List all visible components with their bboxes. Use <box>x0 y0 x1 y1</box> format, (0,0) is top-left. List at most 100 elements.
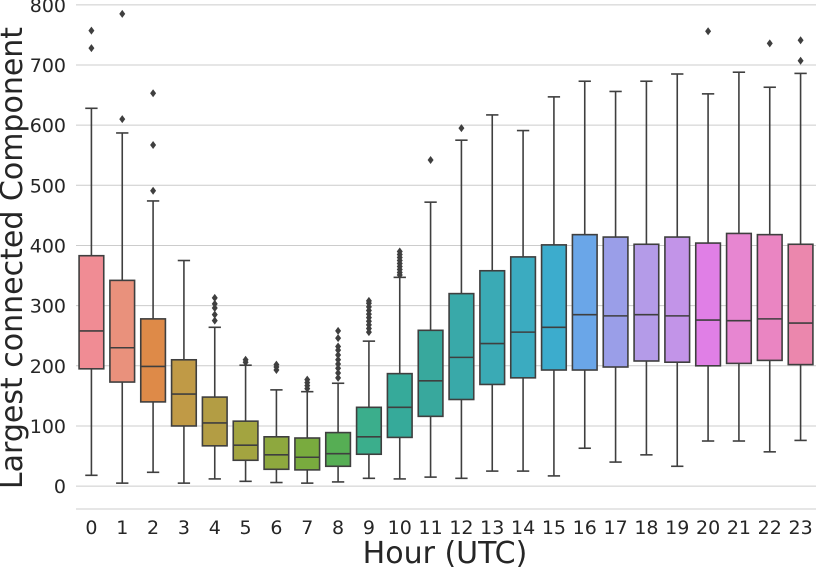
iqr-box <box>602 236 629 368</box>
box-hour-1 <box>109 9 136 484</box>
outlier-point <box>211 310 218 319</box>
box-hour-6 <box>263 360 290 484</box>
iqr-box <box>571 233 598 371</box>
x-tick-label: 19 <box>665 517 689 539</box>
iqr-box <box>664 236 691 363</box>
x-tick-label: 1 <box>116 517 128 539</box>
box-hour-23 <box>787 36 814 442</box>
box-hour-22 <box>756 39 783 453</box>
x-tick-label: 17 <box>603 517 627 539</box>
outlier-point <box>88 44 95 53</box>
outlier-point <box>150 140 157 149</box>
y-tick-label: 800 <box>30 0 66 17</box>
outlier-point <box>335 373 342 382</box>
box-hour-5 <box>232 355 259 483</box>
outlier-point <box>335 334 342 343</box>
outlier-point <box>335 326 342 335</box>
outlier-point <box>150 186 157 195</box>
x-tick-label: 21 <box>727 517 751 539</box>
x-axis-label: Hour (UTC) <box>363 536 528 569</box>
box-hour-13 <box>479 114 506 472</box>
x-tick-label: 4 <box>209 517 221 539</box>
box-hour-7 <box>294 375 321 484</box>
x-tick-label: 16 <box>573 517 597 539</box>
box-hour-19 <box>664 73 691 468</box>
outlier-point <box>211 316 218 325</box>
iqr-box <box>479 269 506 386</box>
x-tick-label: 0 <box>85 517 97 539</box>
x-tick-label: 13 <box>480 517 504 539</box>
box-hour-4 <box>201 293 228 480</box>
iqr-box <box>756 233 783 362</box>
outlier-point <box>335 350 342 359</box>
x-tick-label: 3 <box>178 517 190 539</box>
y-tick-label: 400 <box>30 235 66 257</box>
iqr-box <box>509 256 537 379</box>
iqr-box <box>787 243 814 366</box>
box-hour-11 <box>417 156 444 478</box>
box-hour-17 <box>602 90 629 463</box>
x-tick-label: 11 <box>418 517 442 539</box>
outlier-point <box>705 27 712 36</box>
iqr-box <box>170 358 198 427</box>
x-tick-label: 6 <box>270 517 282 539</box>
box-hour-21 <box>725 71 753 442</box>
iqr-box <box>633 243 660 362</box>
iqr-box <box>232 420 259 462</box>
y-tick-label: 300 <box>30 296 66 318</box>
iqr-box <box>355 406 383 456</box>
box-hour-12 <box>448 124 475 480</box>
x-tick-label: 2 <box>147 517 159 539</box>
outlier-point <box>766 39 773 48</box>
x-tick-label: 12 <box>449 517 473 539</box>
iqr-box <box>263 436 290 471</box>
y-tick-label: 500 <box>30 175 66 197</box>
iqr-box <box>109 279 136 383</box>
outlier-point <box>797 36 804 45</box>
outlier-point <box>365 296 372 305</box>
iqr-box <box>540 244 568 371</box>
outlier-point <box>335 342 342 351</box>
outlier-point <box>458 124 465 133</box>
outlier-point <box>335 355 342 364</box>
outlier-point <box>335 364 342 373</box>
iqr-box <box>694 242 722 367</box>
y-tick-label: 100 <box>30 416 66 438</box>
x-tick-label: 10 <box>388 517 412 539</box>
x-tick-label: 18 <box>634 517 658 539</box>
box-hour-10 <box>386 247 413 480</box>
y-tick-labels: 0 100 200 300 400 500 600 700 800 <box>30 0 66 498</box>
iqr-box <box>448 292 475 401</box>
box-hour-20 <box>694 27 722 442</box>
x-tick-labels: 0 1 2 3 4 5 6 7 8 9 10 11 12 13 14 15 16 17 18 19 20 21 22 23 <box>85 517 812 539</box>
box-hour-0 <box>78 26 105 477</box>
box-hour-8 <box>324 326 352 483</box>
outlier-point <box>396 247 403 256</box>
outlier-point <box>335 369 342 378</box>
outlier-point <box>119 9 126 18</box>
y-tick-label: 700 <box>30 55 66 77</box>
iqr-box <box>324 431 352 468</box>
y-tick-label: 600 <box>30 115 66 137</box>
x-tick-label: 5 <box>240 517 252 539</box>
x-tick-label: 8 <box>332 517 344 539</box>
box-hour-15 <box>540 96 568 477</box>
outlier-point <box>211 299 218 308</box>
x-tick-label: 15 <box>542 517 566 539</box>
iqr-box <box>294 437 321 471</box>
box-hour-16 <box>571 80 598 450</box>
box-series <box>78 9 814 484</box>
box-hour-2 <box>139 89 167 474</box>
x-tick-label: 14 <box>511 517 535 539</box>
y-axis-label: Largest connected Component <box>0 27 30 489</box>
outlier-point <box>335 360 342 369</box>
outlier-point <box>211 293 218 302</box>
iqr-box <box>139 318 167 403</box>
iqr-box <box>417 329 444 418</box>
x-tick-label: 23 <box>788 517 812 539</box>
y-tick-label: 0 <box>54 476 66 498</box>
outlier-point <box>797 56 804 65</box>
x-tick-label: 22 <box>758 517 782 539</box>
outlier-point <box>88 26 95 35</box>
